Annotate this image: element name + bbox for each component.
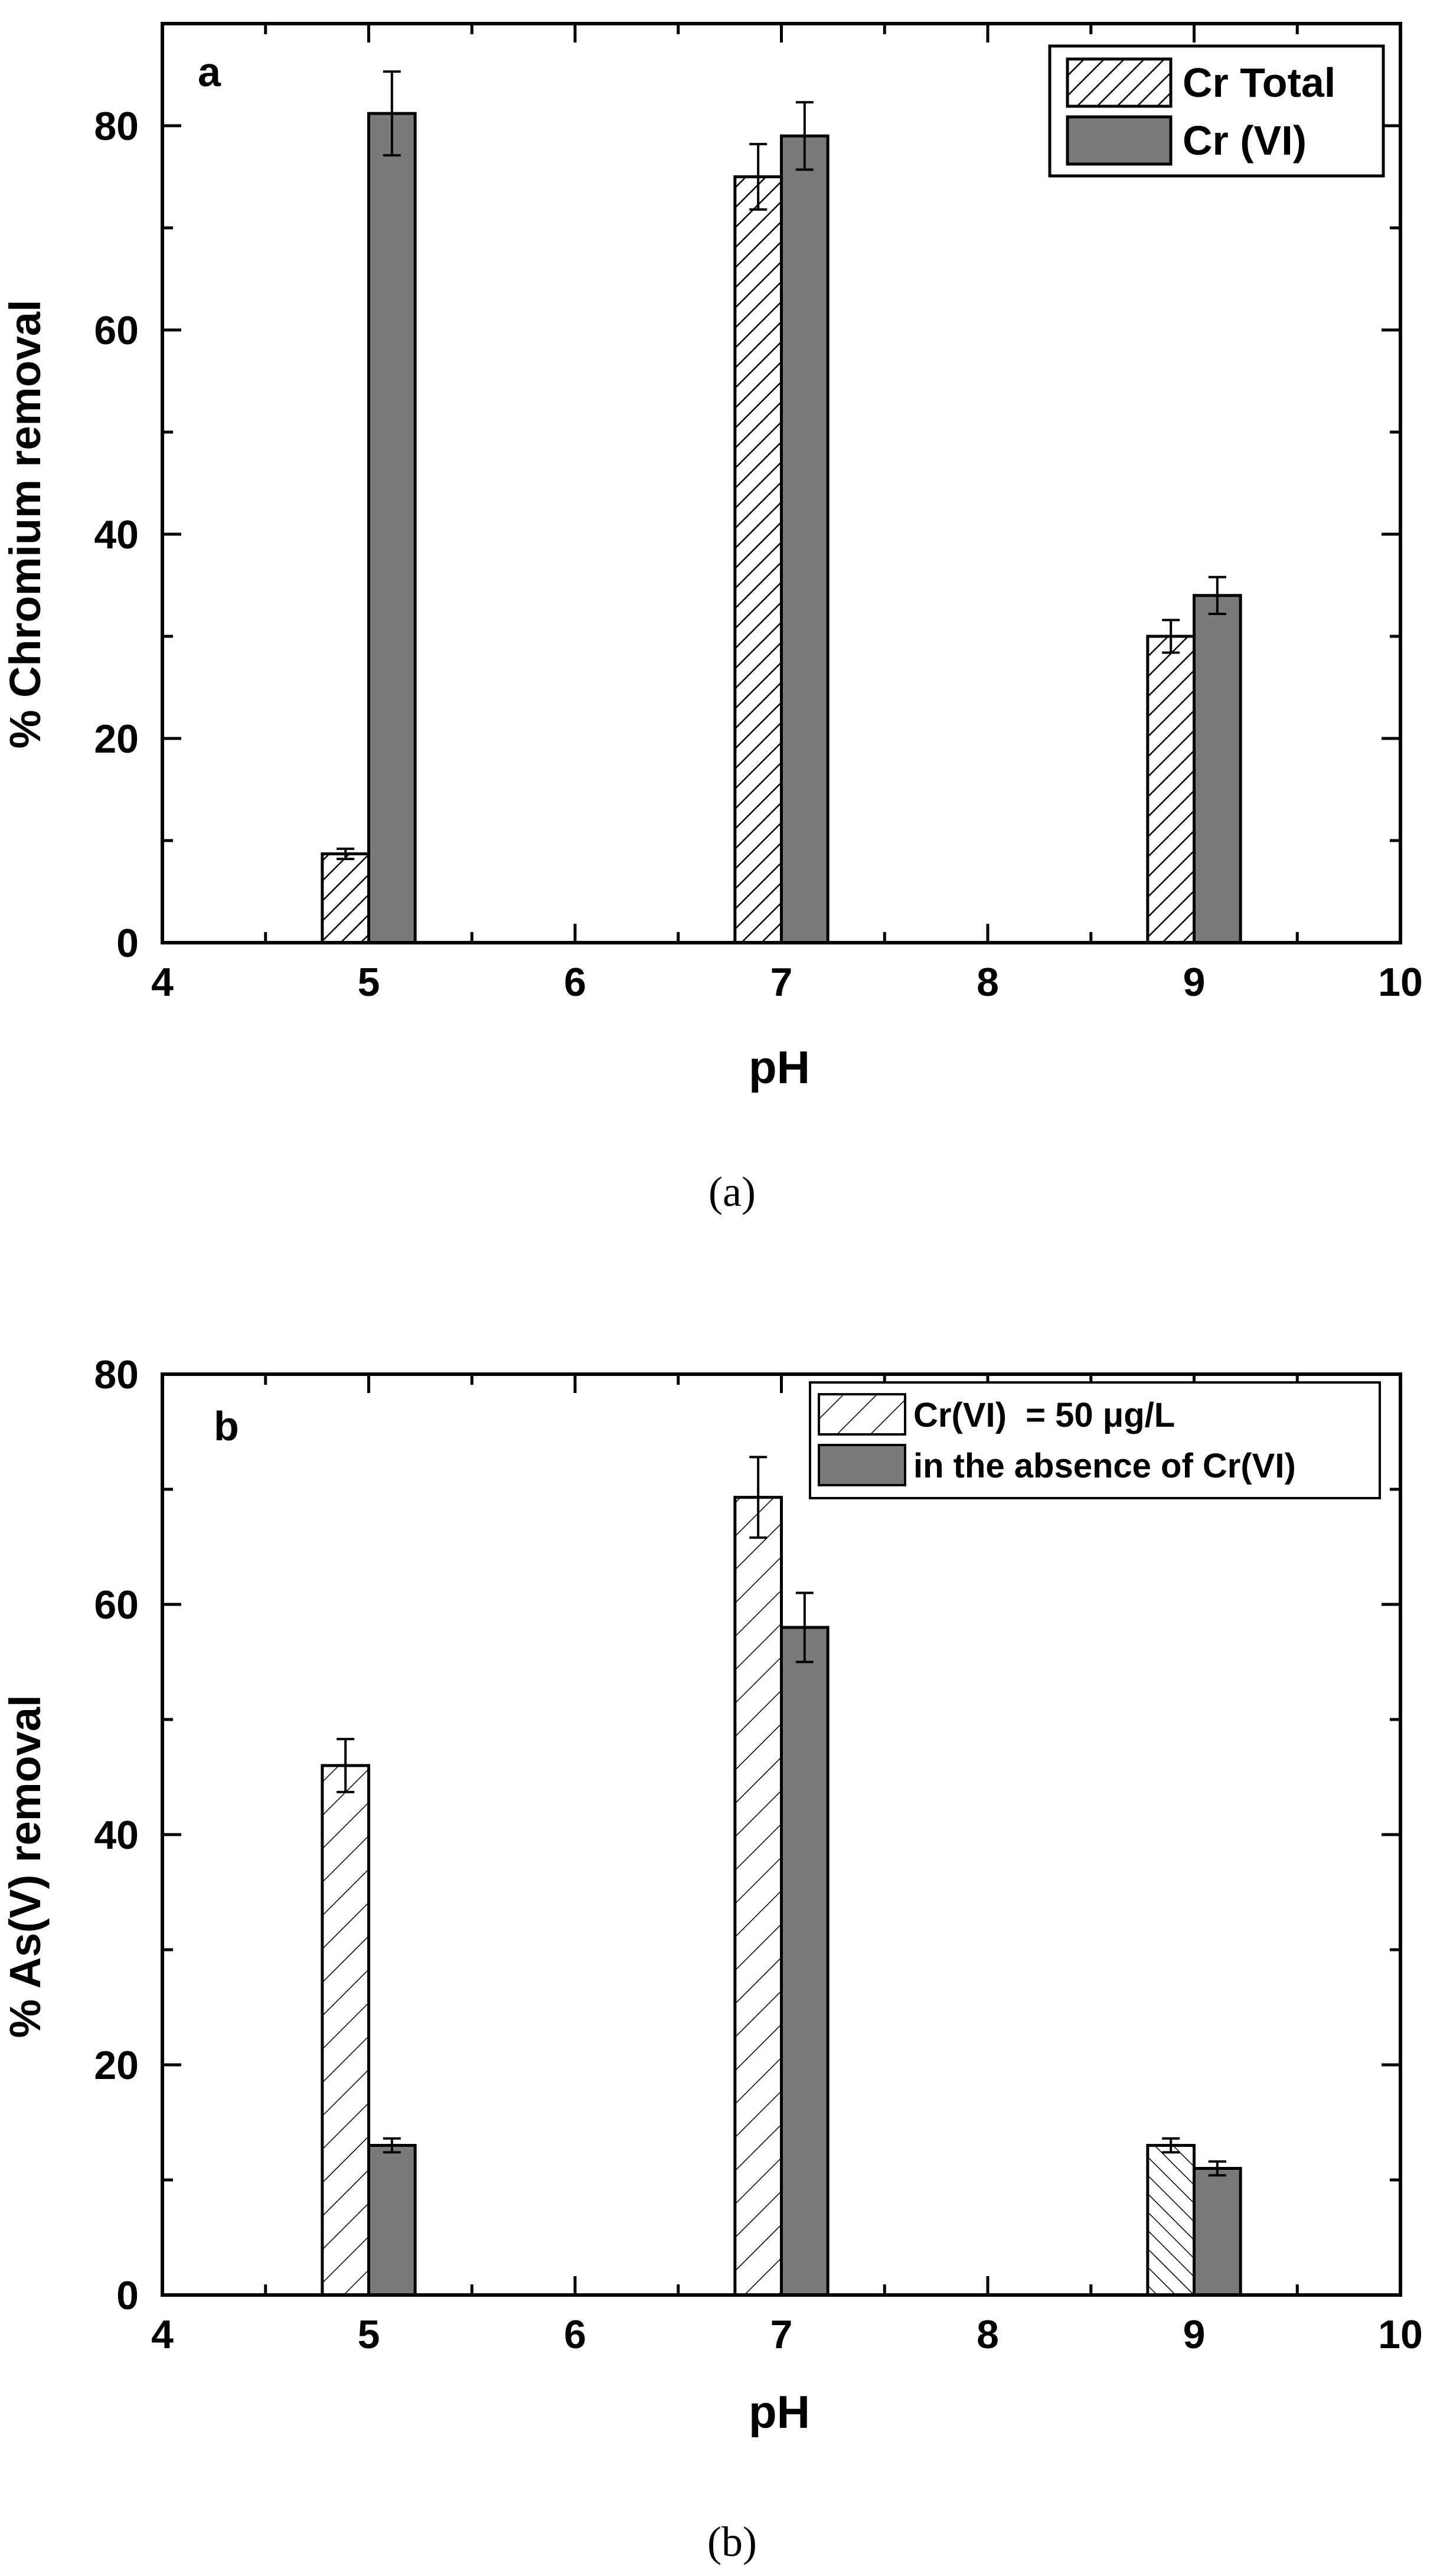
panel-b-y-tick-label-80: 80 xyxy=(94,1352,139,1397)
panel-b-bar-s1-ph9 xyxy=(1146,2144,1196,2297)
panel-b-bar-s1-ph5 xyxy=(321,1764,370,2297)
panel-a-bar-s1-ph7 xyxy=(733,175,783,944)
panel-a-x-tick-label-10: 10 xyxy=(1378,960,1423,1005)
chart-panel-b: 4 5 6 7 8 9 10 0 20 40 60 80 b pH % As(V) removal C… xyxy=(1,1352,1423,2438)
panel-b-y-tick-label-60: 60 xyxy=(94,1583,139,1627)
panel-b-x-tick-label-7: 7 xyxy=(770,2312,793,2357)
panel-a-x-tick-label-6: 6 xyxy=(564,960,586,1005)
panel-a-x-tick-label-8: 8 xyxy=(977,960,999,1005)
y-axis-title-a: % Chromium removal xyxy=(1,300,50,749)
panel-b-bar-s1-ph7 xyxy=(733,1496,783,2297)
legend-label-cr-vi: Cr (VI) xyxy=(1183,117,1307,164)
panel-b-x-tick-label-6: 6 xyxy=(564,2312,586,2357)
panel-b-y-tick-label-0: 0 xyxy=(116,2273,139,2318)
legend-swatch-cr-vi xyxy=(1066,115,1173,166)
panel-label-b: b xyxy=(214,1403,239,1449)
panel-label-a: a xyxy=(198,49,221,95)
panel-a-x-tick-label-7: 7 xyxy=(770,960,793,1005)
panel-b-x-tick-label-5: 5 xyxy=(358,2312,380,2357)
legend-swatch-absence xyxy=(818,1444,906,1486)
panel-a-bar-s1-ph9 xyxy=(1146,635,1196,944)
panel-b-y-tick-label-20: 20 xyxy=(94,2043,139,2088)
y-axis-title-b: % As(V) removal xyxy=(1,1695,50,2038)
legend-swatch-cr-vi-50 xyxy=(818,1393,906,1436)
panel-b-x-tick-label-10: 10 xyxy=(1378,2312,1423,2357)
panel-a-x-tick-label-9: 9 xyxy=(1183,960,1206,1005)
legend-label-cr-total: Cr Total xyxy=(1183,60,1335,106)
panel-a-bar-s2-ph7 xyxy=(780,134,830,944)
panel-a-bar-s2-ph9 xyxy=(1193,594,1242,944)
caption-b: (b) xyxy=(707,2518,757,2565)
panel-a-y-tick-label-60: 60 xyxy=(94,308,139,353)
panel-b-bar-s2-ph9 xyxy=(1193,2167,1242,2297)
legend-label-cr-vi-50: Cr(VI) = 50 μg/L xyxy=(913,1396,1175,1434)
panel-b-y-tick-label-40: 40 xyxy=(94,1813,139,1858)
panel-a-bar-s1-ph5 xyxy=(321,852,370,944)
panel-b-x-tick-label-4: 4 xyxy=(151,2312,174,2357)
panel-a-x-tick-label-5: 5 xyxy=(358,960,380,1005)
panel-b-bar-s2-ph7 xyxy=(780,1626,830,2297)
panel-b-bar-s2-ph5 xyxy=(367,2144,417,2297)
panel-a-bar-s2-ph5 xyxy=(367,112,417,944)
legend-a: Cr Total Cr (VI) xyxy=(1048,44,1385,178)
plot-area-a: 4 5 6 7 8 9 10 0 20 40 60 80 xyxy=(94,22,1423,1005)
panel-a-y-tick-label-40: 40 xyxy=(94,512,139,557)
panel-b-x-tick-label-9: 9 xyxy=(1183,2312,1206,2357)
legend-b: Cr(VI) = 50 μg/L in the absence of Cr(VI… xyxy=(809,1381,1381,1499)
panel-a-y-tick-label-0: 0 xyxy=(116,921,139,966)
x-axis-title-b: pH xyxy=(749,2386,810,2438)
panel-a-y-tick-label-20: 20 xyxy=(94,717,139,761)
caption-a: (a) xyxy=(708,1168,756,1215)
x-axis-title-a: pH xyxy=(749,1041,810,1093)
chart-panel-a: 4 5 6 7 8 9 10 0 20 40 60 80 a pH % Chromium remova… xyxy=(1,22,1423,1093)
panel-b-x-tick-label-8: 8 xyxy=(977,2312,999,2357)
plot-area-b: 4 5 6 7 8 9 10 0 20 40 60 80 xyxy=(94,1352,1422,2357)
panel-a-x-tick-label-4: 4 xyxy=(151,960,174,1005)
legend-swatch-cr-total xyxy=(1066,57,1173,108)
legend-label-absence: in the absence of Cr(VI) xyxy=(913,1447,1296,1485)
panel-a-y-tick-label-80: 80 xyxy=(94,104,139,149)
